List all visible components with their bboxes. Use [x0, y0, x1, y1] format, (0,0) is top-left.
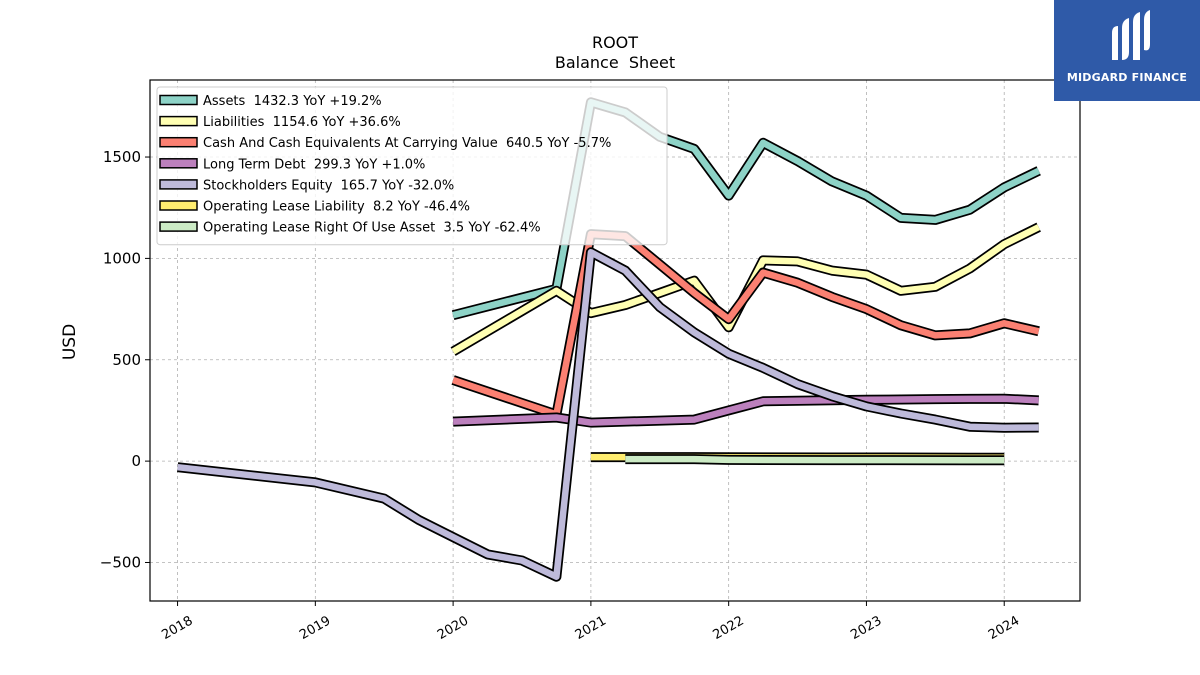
series-line-6 [625, 455, 1005, 464]
legend-swatch-5 [159, 200, 198, 211]
legend-box [156, 86, 668, 246]
legend-swatch-3 [159, 158, 198, 169]
legend-label-0: Assets 1432.3 YoY +19.2% [203, 94, 382, 109]
x-tick-label-3: 2021 [573, 613, 609, 643]
series-lines [177, 97, 1041, 582]
chart-subtitle: Balance Sheet [555, 53, 675, 72]
series-line-1 [451, 224, 1041, 355]
legend-label-5: Operating Lease Liability 8.2 YoY -46.4% [203, 200, 470, 215]
logo-mark-icon [1112, 10, 1150, 60]
legend-label-6: Operating Lease Right Of Use Asset 3.5 Y… [203, 221, 541, 236]
legend-label-2: Cash And Cash Equivalents At Carrying Va… [203, 136, 611, 151]
legend-swatch-1 [159, 115, 198, 127]
series-line-4 [177, 249, 1039, 580]
y-tick-label-4: 1500 [103, 148, 141, 166]
x-tick-label-2: 2020 [435, 613, 471, 643]
chart-title: ROOT [592, 33, 638, 52]
y-tick-label-2: 500 [112, 351, 141, 369]
y-tick-label-1: 0 [131, 452, 141, 470]
legend-label-4: Stockholders Equity 165.7 YoY -32.0% [203, 178, 454, 193]
x-tick-label-1: 2019 [297, 613, 333, 643]
legend-swatch-4 [159, 179, 198, 190]
x-tick-label-6: 2024 [986, 613, 1022, 643]
legend-swatch-6 [159, 221, 198, 232]
logo-text: MIDGARD FINANCE [1066, 71, 1188, 84]
legend: Assets 1432.3 YoY +19.2% Liabilities 1154… [156, 86, 668, 246]
legend-label-1: Liabilities 1154.6 YoY +36.6% [203, 115, 401, 130]
x-tick-label-5: 2023 [848, 613, 884, 643]
x-tick-label-4: 2022 [711, 613, 747, 643]
legend-swatch-0 [159, 94, 198, 106]
series-outline-2 [451, 229, 1040, 420]
x-tick-label-0: 2018 [159, 613, 195, 643]
series-line-2 [452, 230, 1040, 418]
legend-label-3: Long Term Debt 299.3 YoY +1.0% [203, 157, 425, 172]
y-tick-label-3: 1000 [103, 249, 141, 267]
plot-frame [149, 79, 1081, 602]
legend-swatch-2 [159, 136, 198, 148]
y-axis-label: USD [60, 324, 80, 360]
midgard-finance-logo: MIDGARD FINANCE [1054, 0, 1200, 101]
y-tick-label-0: −500 [100, 553, 141, 571]
